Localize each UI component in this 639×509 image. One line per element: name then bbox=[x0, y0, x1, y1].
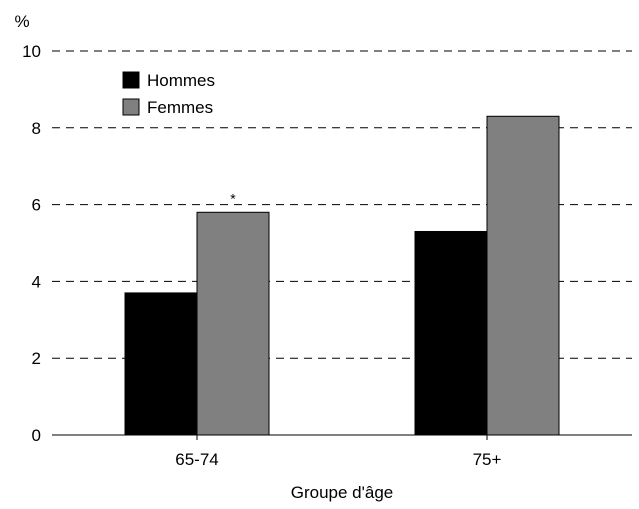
y-tick-label: 6 bbox=[32, 196, 41, 215]
y-tick-label: 8 bbox=[32, 119, 41, 138]
legend: Hommes Femmes bbox=[122, 71, 215, 117]
legend-label-hommes: Hommes bbox=[147, 71, 215, 90]
x-tick-label: 75+ bbox=[473, 450, 502, 469]
y-tick-label: 2 bbox=[32, 349, 41, 368]
bars bbox=[124, 115, 560, 436]
bar-hommes-65-74 bbox=[124, 292, 198, 436]
axes bbox=[52, 434, 632, 440]
legend-swatch-hommes bbox=[122, 71, 140, 89]
labels: % Groupe d'âge 0 2 4 6 8 10 65-74 75+ * bbox=[14, 12, 501, 502]
legend-label-femmes: Femmes bbox=[147, 98, 213, 117]
legend-swatch-femmes bbox=[122, 98, 140, 116]
x-tick-label: 65-74 bbox=[175, 450, 218, 469]
bar-hommes-75+ bbox=[414, 230, 488, 436]
y-axis-title: % bbox=[14, 12, 29, 31]
bar-femmes-75+ bbox=[486, 115, 560, 436]
significance-marker: * bbox=[230, 190, 236, 206]
y-tick-label: 0 bbox=[32, 426, 41, 445]
y-tick-label: 4 bbox=[32, 272, 41, 291]
bar-femmes-65-74 bbox=[196, 211, 270, 436]
x-axis-title: Groupe d'âge bbox=[291, 483, 394, 502]
y-tick-label: 10 bbox=[22, 42, 41, 61]
